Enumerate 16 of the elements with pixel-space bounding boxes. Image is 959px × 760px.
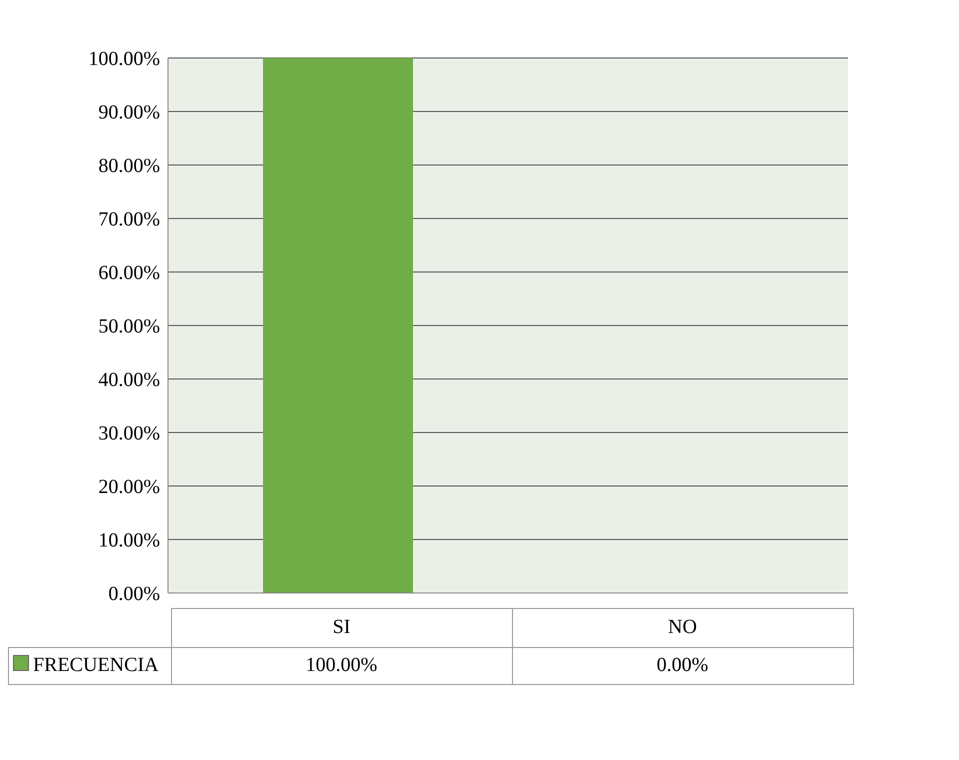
data-label: 0.00%: [512, 647, 853, 684]
y-tick-label: 40.00%: [98, 369, 160, 392]
y-tick-label: 60.00%: [98, 262, 160, 284]
x-tick-label: NO: [512, 608, 853, 647]
legend-label: FRECUENCIA: [8, 647, 171, 684]
y-tick-label: 30.00%: [98, 422, 160, 445]
data-label: 100.00%: [171, 647, 512, 684]
y-tick-label: 90.00%: [98, 102, 160, 124]
y-tick-label: 10.00%: [98, 530, 160, 552]
x-tick-label: SI: [171, 608, 512, 647]
y-tick-label: 20.00%: [98, 476, 160, 498]
y-tick-label: 80.00%: [98, 155, 160, 178]
y-tick-label: 0.00%: [108, 583, 160, 606]
y-tick-label: 100.00%: [88, 48, 160, 70]
y-tick-label: 70.00%: [98, 208, 160, 231]
y-tick-label: 50.00%: [98, 316, 160, 338]
